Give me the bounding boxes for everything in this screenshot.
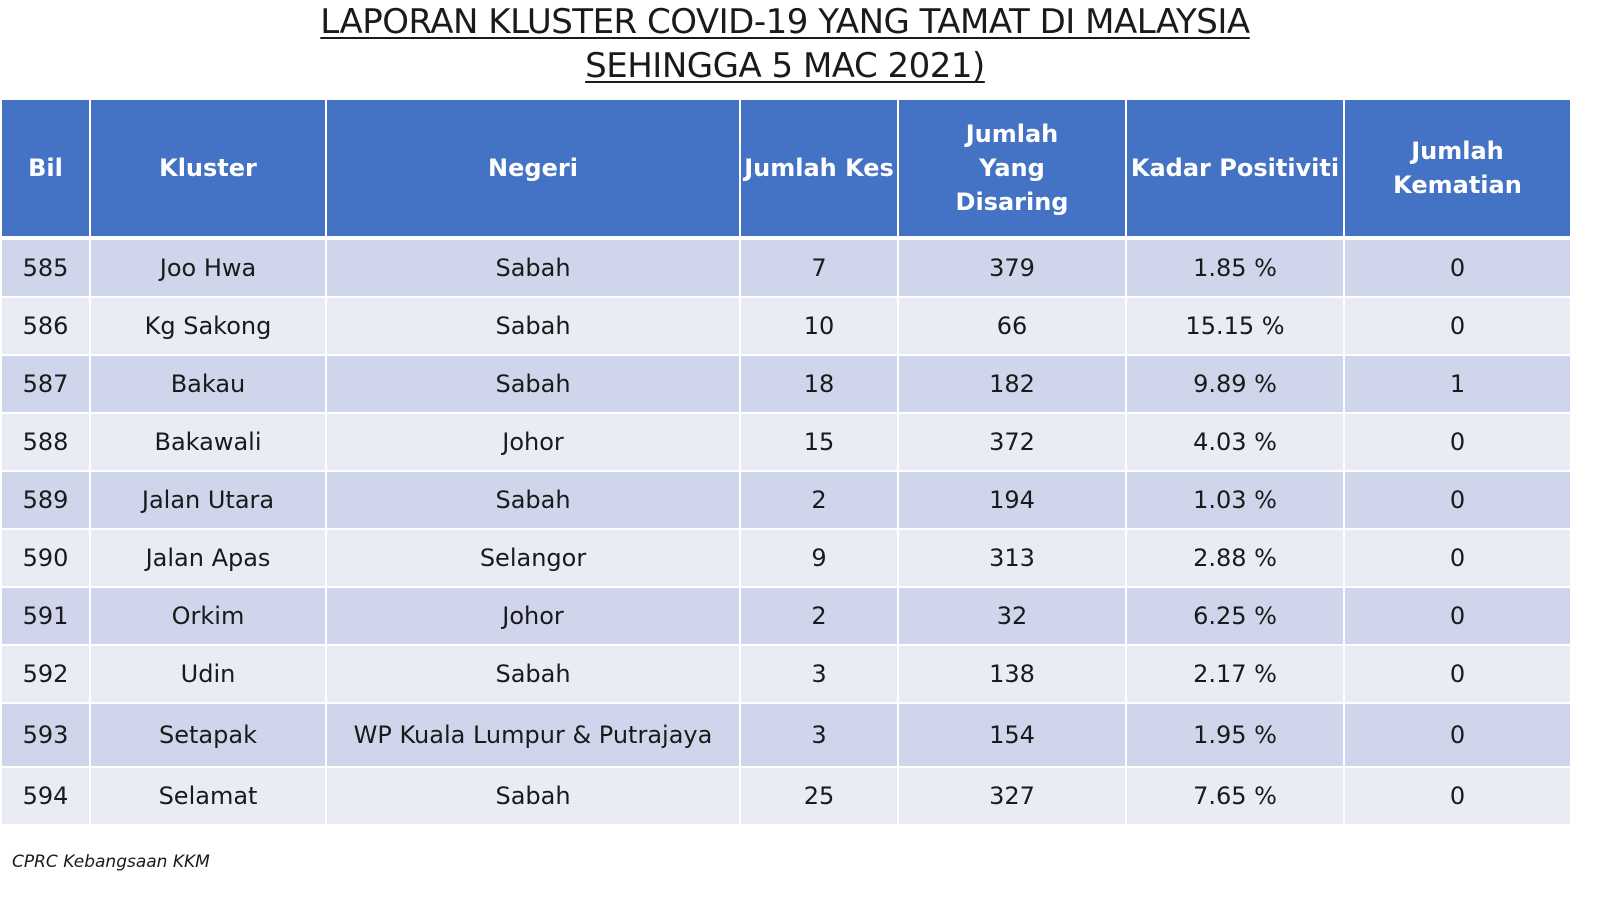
cell-disaring: 327 <box>897 766 1127 826</box>
table-header-row: Bil Kluster Negeri Jumlah Kes Jumlah Yan… <box>0 98 1572 239</box>
report-title: LAPORAN KLUSTER COVID-19 YANG TAMAT DI M… <box>0 0 1570 88</box>
cluster-table-container: Bil Kluster Negeri Jumlah Kes Jumlah Yan… <box>0 98 1572 826</box>
cell-kluster: Orkim <box>89 586 327 646</box>
cell-kes: 10 <box>739 296 899 356</box>
cell-disaring: 154 <box>897 702 1127 768</box>
cell-bil: 588 <box>0 412 91 472</box>
cell-kematian: 0 <box>1343 702 1572 768</box>
cell-kluster: Bakau <box>89 354 327 414</box>
header-kluster: Kluster <box>89 98 327 239</box>
cell-kes: 18 <box>739 354 899 414</box>
table-row: 588 Bakawali Johor 15 372 4.03 % 0 <box>0 412 1572 472</box>
cell-kes: 15 <box>739 412 899 472</box>
cell-bil: 587 <box>0 354 91 414</box>
cell-negeri: Sabah <box>325 644 741 704</box>
cell-kluster: Setapak <box>89 702 327 768</box>
cell-kes: 25 <box>739 766 899 826</box>
cell-disaring: 138 <box>897 644 1127 704</box>
cell-positiviti: 2.17 % <box>1125 644 1345 704</box>
cell-negeri: Sabah <box>325 236 741 298</box>
cell-negeri: Selangor <box>325 528 741 588</box>
cell-bil: 592 <box>0 644 91 704</box>
cell-kematian: 0 <box>1343 412 1572 472</box>
cell-bil: 590 <box>0 528 91 588</box>
cell-negeri: Sabah <box>325 766 741 826</box>
cell-kluster: Bakawali <box>89 412 327 472</box>
report-title-line1: LAPORAN KLUSTER COVID-19 YANG TAMAT DI M… <box>320 2 1250 42</box>
header-jumlah-kematian: Jumlah Kematian <box>1343 98 1572 239</box>
cell-kematian: 0 <box>1343 766 1572 826</box>
cell-kematian: 0 <box>1343 236 1572 298</box>
cell-positiviti: 7.65 % <box>1125 766 1345 826</box>
cell-disaring: 372 <box>897 412 1127 472</box>
cell-kes: 9 <box>739 528 899 588</box>
cell-disaring: 66 <box>897 296 1127 356</box>
cell-kes: 3 <box>739 702 899 768</box>
cell-disaring: 194 <box>897 470 1127 530</box>
cell-bil: 594 <box>0 766 91 826</box>
header-negeri: Negeri <box>325 98 741 239</box>
cell-bil: 591 <box>0 586 91 646</box>
cell-negeri: WP Kuala Lumpur & Putrajaya <box>325 702 741 768</box>
cell-kematian: 0 <box>1343 528 1572 588</box>
source-footnote: CPRC Kebangsaan KKM <box>12 852 210 872</box>
cell-kematian: 0 <box>1343 470 1572 530</box>
cell-positiviti: 9.89 % <box>1125 354 1345 414</box>
header-kadar-positiviti: Kadar Positiviti <box>1125 98 1345 239</box>
header-jumlah-kes: Jumlah Kes <box>739 98 899 239</box>
cell-bil: 593 <box>0 702 91 768</box>
cell-kes: 2 <box>739 586 899 646</box>
cell-kematian: 0 <box>1343 296 1572 356</box>
cell-positiviti: 1.95 % <box>1125 702 1345 768</box>
cell-disaring: 313 <box>897 528 1127 588</box>
report-title-line2: SEHINGGA 5 MAC 2021) <box>585 46 985 86</box>
cell-positiviti: 2.88 % <box>1125 528 1345 588</box>
cell-kluster: Udin <box>89 644 327 704</box>
cell-disaring: 379 <box>897 236 1127 298</box>
cell-kes: 3 <box>739 644 899 704</box>
table-row: 593 Setapak WP Kuala Lumpur & Putrajaya … <box>0 702 1572 768</box>
cell-positiviti: 1.85 % <box>1125 236 1345 298</box>
header-jumlah-disaring: Jumlah Yang Disaring <box>897 98 1127 239</box>
cell-kluster: Selamat <box>89 766 327 826</box>
cell-negeri: Sabah <box>325 354 741 414</box>
cell-positiviti: 1.03 % <box>1125 470 1345 530</box>
cell-negeri: Sabah <box>325 296 741 356</box>
table-row: 586 Kg Sakong Sabah 10 66 15.15 % 0 <box>0 296 1572 356</box>
table-row: 592 Udin Sabah 3 138 2.17 % 0 <box>0 644 1572 704</box>
cell-kematian: 0 <box>1343 586 1572 646</box>
cell-negeri: Johor <box>325 412 741 472</box>
table-row: 591 Orkim Johor 2 32 6.25 % 0 <box>0 586 1572 646</box>
cell-kluster: Kg Sakong <box>89 296 327 356</box>
cell-disaring: 182 <box>897 354 1127 414</box>
cell-kluster: Joo Hwa <box>89 236 327 298</box>
cluster-table: Bil Kluster Negeri Jumlah Kes Jumlah Yan… <box>0 98 1572 826</box>
table-row: 594 Selamat Sabah 25 327 7.65 % 0 <box>0 766 1572 826</box>
table-row: 587 Bakau Sabah 18 182 9.89 % 1 <box>0 354 1572 414</box>
cell-positiviti: 4.03 % <box>1125 412 1345 472</box>
header-bil: Bil <box>0 98 91 239</box>
cell-kematian: 1 <box>1343 354 1572 414</box>
cell-positiviti: 6.25 % <box>1125 586 1345 646</box>
cell-negeri: Sabah <box>325 470 741 530</box>
cell-bil: 585 <box>0 236 91 298</box>
cell-kes: 2 <box>739 470 899 530</box>
table-row: 589 Jalan Utara Sabah 2 194 1.03 % 0 <box>0 470 1572 530</box>
cell-positiviti: 15.15 % <box>1125 296 1345 356</box>
cell-bil: 589 <box>0 470 91 530</box>
cell-negeri: Johor <box>325 586 741 646</box>
cell-bil: 586 <box>0 296 91 356</box>
table-row: 585 Joo Hwa Sabah 7 379 1.85 % 0 <box>0 236 1572 298</box>
cell-kematian: 0 <box>1343 644 1572 704</box>
table-row: 590 Jalan Apas Selangor 9 313 2.88 % 0 <box>0 528 1572 588</box>
cell-kes: 7 <box>739 236 899 298</box>
cell-kluster: Jalan Utara <box>89 470 327 530</box>
cell-kluster: Jalan Apas <box>89 528 327 588</box>
cell-disaring: 32 <box>897 586 1127 646</box>
